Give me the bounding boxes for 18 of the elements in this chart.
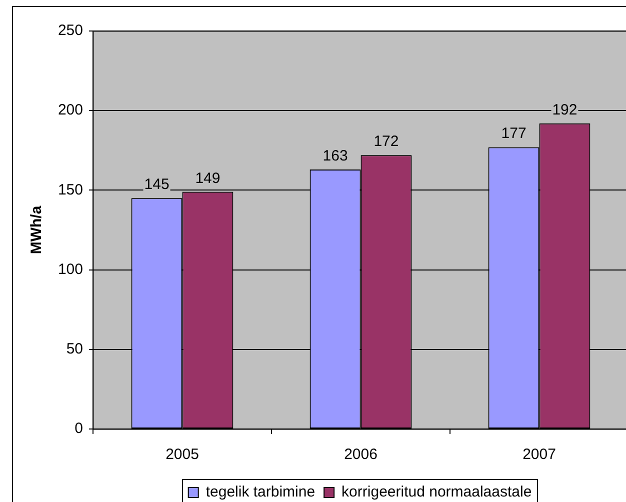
data-label: 192 [552, 101, 578, 118]
y-tick-label: 250 [58, 22, 83, 40]
data-label: 149 [195, 170, 220, 187]
legend-label: tegelik tarbimine [206, 484, 316, 501]
y-tick-label: 200 [58, 102, 83, 119]
y-tick-label: 0 [74, 420, 83, 438]
y-tick-label: 150 [58, 181, 83, 198]
legend-label: korrigeeritud normaalaastale [342, 484, 532, 501]
data-label: 177 [501, 125, 526, 142]
x-tick-label: 2006 [344, 446, 378, 464]
y-tick-label: 100 [58, 260, 83, 278]
y-axis-title: MWh/a [28, 205, 46, 254]
y-tick-label: 50 [66, 340, 83, 358]
data-label: 145 [144, 176, 170, 194]
x-tick-label: 2005 [166, 446, 199, 464]
data-label: 172 [374, 133, 399, 150]
x-tick-label: 2007 [522, 446, 556, 464]
data-label: 163 [322, 148, 348, 165]
